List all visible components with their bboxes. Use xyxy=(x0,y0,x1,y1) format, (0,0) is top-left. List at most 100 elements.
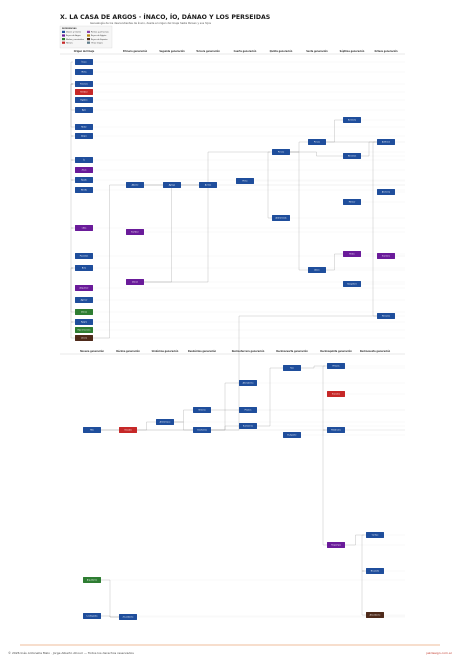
legend-label: Reinas y princesas xyxy=(91,31,109,34)
connector xyxy=(70,83,75,128)
person-node: Euristeo xyxy=(377,253,395,259)
person-node: Cresfontes xyxy=(193,427,211,433)
person-box xyxy=(343,199,361,205)
generation-header: Cuarta generación xyxy=(234,50,257,53)
generation-header: Décima generación xyxy=(116,350,140,353)
person-node: Prítanis xyxy=(327,363,345,369)
person-node: Procles xyxy=(239,407,257,413)
connector xyxy=(70,179,75,229)
connector xyxy=(301,365,327,369)
generation-header: Decimosexta generación xyxy=(360,350,391,353)
person-box xyxy=(377,313,395,319)
generation-header: Segunda generación xyxy=(159,50,185,53)
person-node: Electrión xyxy=(343,153,361,159)
person-name: Argos xyxy=(81,135,86,138)
connector xyxy=(101,579,119,618)
person-name: Heracles xyxy=(382,315,390,318)
person-node: Polidectes xyxy=(327,427,345,433)
person-node: Argos xyxy=(75,133,93,139)
footer-site[interactable]: jakdesign.com.ar xyxy=(425,651,453,655)
person-box xyxy=(75,89,93,95)
person-node: Melia xyxy=(75,69,93,75)
person-name: Anfitrión xyxy=(382,141,391,144)
connector xyxy=(345,534,366,546)
person-node: Ínaco xyxy=(75,59,93,65)
person-name: Nicandro xyxy=(371,570,380,573)
person-name: Témeno xyxy=(198,409,206,412)
person-name: Procles xyxy=(245,409,252,412)
person-box xyxy=(75,225,93,231)
person-node: Soo xyxy=(283,365,301,371)
person-node: Perseo xyxy=(272,149,290,155)
connector xyxy=(322,365,327,431)
person-name: Zeus xyxy=(82,170,87,172)
person-box xyxy=(83,613,101,619)
person-name: Libia xyxy=(82,228,86,230)
legend-label: Dioses y titanes xyxy=(66,31,81,34)
person-name: Soo xyxy=(290,368,294,370)
legend-swatch xyxy=(87,38,90,41)
person-name: Preto xyxy=(243,180,249,183)
connector xyxy=(257,367,283,427)
person-box xyxy=(366,612,384,618)
generation-header: Primera generación xyxy=(123,50,148,53)
legend-label: Ninfas y oceánides xyxy=(66,38,84,41)
person-name: Eurídice xyxy=(131,231,139,234)
person-box xyxy=(156,419,174,425)
connector xyxy=(361,141,377,157)
person-node: Telédice xyxy=(75,89,93,95)
person-name: Eunomo xyxy=(332,394,341,396)
person-box xyxy=(343,251,361,257)
connector xyxy=(290,141,308,153)
person-name: Polidectes xyxy=(331,429,341,432)
legend-label: Reyes de Egipto xyxy=(91,34,107,37)
person-box xyxy=(75,309,93,315)
person-name: Teopompo xyxy=(331,545,342,547)
connector xyxy=(70,321,75,339)
connector xyxy=(70,227,75,269)
person-box xyxy=(75,157,93,163)
person-node: Esténelo xyxy=(343,117,361,123)
person-node: Foroneo xyxy=(75,81,93,87)
person-node: Euriponte xyxy=(283,432,301,438)
subtitle: Genealogía de los descendientes de Ínaco… xyxy=(90,20,212,25)
person-box xyxy=(75,97,93,103)
legend-swatch xyxy=(62,34,65,37)
person-node: Agénor xyxy=(75,297,93,303)
person-box xyxy=(75,59,93,65)
connector xyxy=(372,141,377,317)
person-name: Gorgófone xyxy=(347,283,358,286)
connector xyxy=(70,159,75,181)
person-box xyxy=(126,229,144,235)
title: X. LA CASA DE ARGOS · ÍNACO, ÍO, DÁNAO Y… xyxy=(60,12,270,21)
person-name: Alcmena xyxy=(382,191,390,194)
person-box xyxy=(366,568,384,574)
connector xyxy=(361,534,366,572)
person-box xyxy=(75,335,93,341)
person-name: Linceo xyxy=(81,338,88,340)
person-name: Egialeo xyxy=(81,100,89,102)
person-box xyxy=(75,187,93,193)
person-box xyxy=(343,117,361,123)
person-box xyxy=(377,139,395,145)
person-name: Ínaco xyxy=(81,61,87,64)
generation-header: Octava generación xyxy=(374,50,398,53)
legend-swatch xyxy=(87,34,90,37)
legend-label: Reyes de Argos xyxy=(66,34,81,37)
person-name: Carilao xyxy=(372,534,379,537)
person-name: Poseidón xyxy=(80,255,89,258)
person-box xyxy=(126,182,144,188)
person-box xyxy=(75,297,93,303)
generation-header: Tercera generación xyxy=(196,50,220,53)
person-name: Aristodemo xyxy=(243,382,255,385)
person-node: Méstor xyxy=(343,199,361,205)
generation-header: Decimotercera generación xyxy=(232,350,265,353)
person-box xyxy=(75,167,93,173)
person-node: Perses xyxy=(308,139,326,145)
person-name: Eurístenes xyxy=(243,425,253,428)
person-node: Heracles xyxy=(377,313,395,319)
person-node: Hilo xyxy=(83,427,101,433)
connector xyxy=(211,425,239,431)
person-box xyxy=(283,365,301,371)
